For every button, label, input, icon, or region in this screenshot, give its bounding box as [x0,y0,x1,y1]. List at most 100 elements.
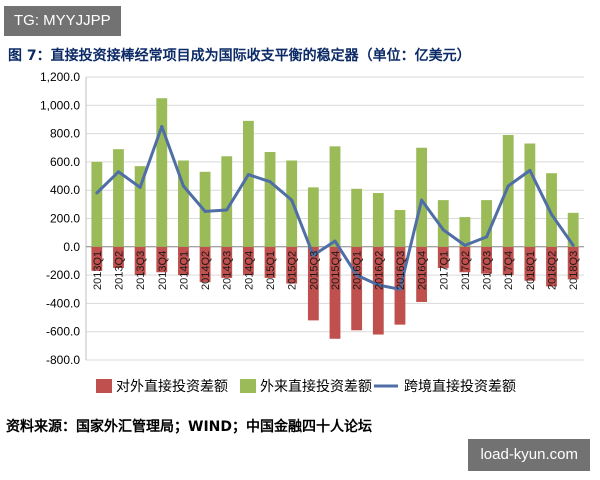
y-tick-label: -800.0 [46,353,80,367]
x-tick-label: 2016Q2 [373,251,385,290]
bar-inflow-2016Q3 [394,210,406,247]
bar-outflow-2018Q1 [524,246,536,281]
bar-outflow-2014Q2 [199,246,211,283]
x-tick-label: 2017Q2 [460,251,472,290]
bar-outflow-2014Q4 [242,246,254,276]
net-point-2014Q3 [225,208,229,212]
y-tick-label: 200.0 [50,212,80,226]
x-tick-label: 2013Q1 [92,251,104,290]
net-point-2016Q4 [420,198,424,202]
x-tick-label: 2014Q3 [222,251,234,290]
x-tick-label: 2013Q3 [135,251,147,290]
bar-outflow-2013Q3 [134,246,146,276]
net-point-2015Q2 [290,198,294,202]
bar-outflow-2013Q2 [113,246,124,269]
x-tick-label: 2014Q4 [243,251,255,290]
y-tick-label: 800.0 [50,127,80,141]
x-tick-label: 2016Q1 [352,251,364,290]
net-point-2017Q2 [463,243,467,247]
net-point-2014Q1 [181,184,185,188]
x-tick-label: 2013Q2 [113,251,125,290]
bar-inflow-2014Q1 [178,160,189,247]
chart-area: -800.0 -600.0 -400.0 -200.0 0.0 200.0 400.0 600… [0,69,600,413]
bar-inflow-2017Q1 [437,200,449,247]
bar-outflow-2018Q3 [567,246,579,280]
x-tick-label: 2018Q2 [547,251,559,290]
bar-outflow-2017Q1 [437,246,449,269]
watermark-bottom: load-kyun.com [468,439,590,471]
net-point-2016Q1 [355,273,359,277]
bar-inflow-2014Q4 [242,120,254,247]
bar-inflow-2016Q2 [372,193,384,247]
bar-outflow-2018Q2 [546,246,557,287]
bar-inflow-2013Q4 [156,98,168,247]
y-tick-label: 600.0 [50,155,80,169]
bar-outflow-2016Q1 [351,246,363,331]
net-point-2013Q3 [138,185,142,189]
bar-outflow-2015Q2 [286,246,298,284]
x-tick-label: 2015Q2 [287,251,299,290]
bar-inflow-2013Q1 [91,161,103,247]
net-point-2014Q2 [203,209,207,213]
x-tick-label: 2014Q2 [200,251,212,290]
watermark-top: TG: MYYJJPP [4,6,121,36]
bar-inflow-2018Q1 [524,143,536,247]
bar-outflow-2014Q3 [221,246,233,278]
bar-inflow-2017Q4 [502,135,514,247]
x-tick-label: 2018Q3 [568,251,580,290]
net-point-2018Q3 [571,243,575,247]
net-point-2018Q2 [550,212,554,216]
bar-inflow-2015Q1 [264,151,276,247]
legend-label: 外来直接投资差额 [260,378,372,394]
bar-outflow-2015Q3 [307,246,319,321]
bar-outflow-2017Q2 [459,246,471,273]
x-tick-label: 2013Q4 [157,251,169,290]
bar-inflow-2015Q3 [307,187,319,247]
x-tick-label: 2016Q4 [417,251,429,290]
bar-inflow-2014Q3 [221,156,233,247]
net-point-2015Q3 [311,253,315,257]
bar-inflow-2017Q2 [459,217,471,247]
bar-inflow-2018Q3 [567,212,579,247]
bar-outflow-2014Q1 [178,246,189,276]
x-tick-label: 2017Q4 [503,251,515,290]
bar-outflow-2013Q4 [156,246,168,273]
bar-inflow-2016Q1 [351,188,363,247]
bar-inflow-2016Q4 [416,147,428,247]
bar-outflow-2015Q4 [329,246,341,339]
chart-title: 图 7：直接投资接棒经常项目成为国际收支平衡的稳定器（单位：亿美元） [8,48,471,64]
net-point-2017Q1 [441,228,445,232]
chart-svg: -800.0 -600.0 -400.0 -200.0 0.0 200.0 400.0 600… [40,70,584,394]
bar-outflow-2016Q4 [416,246,428,302]
net-point-2013Q1 [95,191,99,195]
y-tick-label: -600.0 [46,325,80,339]
net-point-2015Q1 [268,180,272,184]
bar-outflow-2013Q1 [91,246,103,271]
net-point-2015Q4 [333,239,337,243]
legend-swatch [240,379,256,393]
y-tick-label: 400.0 [50,183,80,197]
legend-label: 跨境直接投资差额 [404,378,516,394]
legend-swatch [96,379,112,393]
x-tick-label: 2015Q4 [330,251,342,290]
net-point-2016Q2 [376,283,380,287]
y-tick-label: 1,000.0 [40,98,80,112]
x-tick-label: 2017Q1 [438,251,450,290]
net-point-2013Q4 [160,125,164,129]
net-point-2016Q3 [398,287,402,291]
net-point-2017Q4 [506,184,510,188]
x-tick-label: 2018Q1 [525,251,537,290]
net-point-2014Q4 [246,173,250,177]
net-point-2013Q2 [116,170,120,174]
source-note: 资料来源：国家外汇管理局；WIND；中国金融四十人论坛 [6,419,372,435]
bar-inflow-2013Q2 [113,149,124,247]
y-tick-label: -200.0 [46,268,80,282]
bar-outflow-2016Q2 [372,246,384,335]
y-tick-label: 0.0 [63,240,80,254]
legend-label: 对外直接投资差额 [116,378,228,394]
bar-inflow-2017Q3 [481,200,492,247]
y-tick-label: -400.0 [46,296,80,310]
x-tick-label: 2015Q1 [265,251,277,290]
x-tick-label: 2017Q3 [482,251,494,290]
x-tick-label: 2014Q1 [178,251,190,290]
